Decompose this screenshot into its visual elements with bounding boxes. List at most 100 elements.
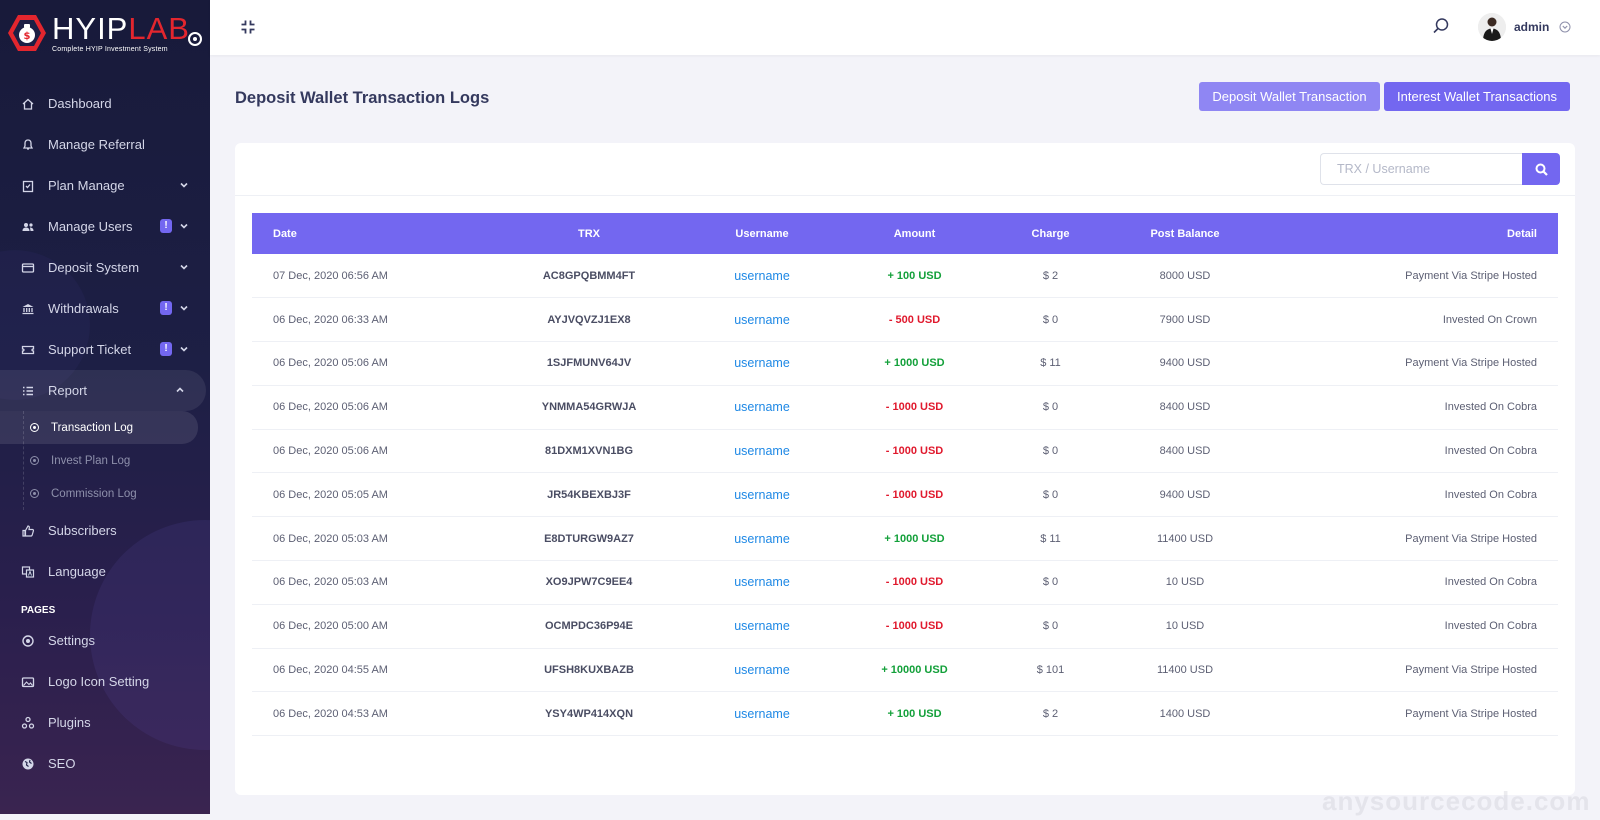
cell-charge: $ 0 xyxy=(1042,576,1059,589)
sidebar-item-logo-icon-setting[interactable]: Logo Icon Setting xyxy=(0,661,210,702)
sidebar-item-dashboard[interactable]: Dashboard xyxy=(0,83,210,124)
table-row: 06 Dec, 2020 06:33 AM AYJVQVZJ1EX8 usernam… xyxy=(252,298,1558,342)
interest-wallet-transactions-button[interactable]: Interest Wallet Transactions xyxy=(1384,82,1570,111)
cell-trx: YSY4WP414XQN xyxy=(544,707,634,720)
list-icon xyxy=(21,384,35,398)
search-icon[interactable] xyxy=(1432,17,1450,35)
transactions-card: Date TRX Username Amount Charge Post Bal… xyxy=(235,143,1575,795)
table-body: 07 Dec, 2020 06:56 AM AC8GPQBMM4FT usernam… xyxy=(252,254,1558,736)
sidebar-item-report[interactable]: Report xyxy=(0,370,206,411)
cell-amount: + 1000 USD xyxy=(884,532,945,545)
cell-post-balance: 11400 USD xyxy=(1156,532,1214,545)
column-header-post-balance: Post Balance xyxy=(1150,227,1220,240)
sidebar-item-label: Withdrawals xyxy=(48,301,119,316)
sidebar-item-manage-users[interactable]: Manage Users ! xyxy=(0,206,210,247)
cell-charge: $ 101 xyxy=(1036,664,1065,677)
cell-username-link[interactable]: username xyxy=(734,663,790,678)
thumbs-up-icon xyxy=(21,524,35,538)
chevron-down-icon xyxy=(180,264,188,270)
sidebar-item-support-ticket[interactable]: Support Ticket ! xyxy=(0,329,210,370)
table-row: 06 Dec, 2020 05:00 AM OCMPDC36P94E usernam… xyxy=(252,604,1558,649)
cell-charge: $ 2 xyxy=(1042,269,1059,282)
table-row: 06 Dec, 2020 05:06 AM YNMMA54GRWJA usernam… xyxy=(252,385,1558,430)
search-submit-button[interactable] xyxy=(1522,153,1560,185)
sidebar-item-label: Logo Icon Setting xyxy=(48,674,150,689)
sidebar-item-label: Subscribers xyxy=(48,523,117,538)
alert-badge: ! xyxy=(160,342,172,356)
cell-date: 06 Dec, 2020 04:55 AM xyxy=(273,664,388,677)
column-header-trx: TRX xyxy=(578,227,600,240)
sidebar-item-plugins[interactable]: Plugins xyxy=(0,702,210,743)
cell-username-link[interactable]: username xyxy=(734,268,790,283)
submenu-item-label: Invest Plan Log xyxy=(51,454,131,467)
table-row: 06 Dec, 2020 05:03 AM XO9JPW7C9EE4 usernam… xyxy=(252,561,1558,605)
chevron-down-circle-icon[interactable] xyxy=(1559,21,1571,33)
cell-detail: Payment Via Stripe Hosted xyxy=(1405,357,1537,370)
sidebar: $ HYIPLAB Complete HYIP Investment Syste… xyxy=(0,0,210,814)
sidebar-item-label: Settings xyxy=(48,633,95,648)
circle-dot-icon xyxy=(30,456,39,465)
cell-date: 06 Dec, 2020 05:06 AM xyxy=(273,357,388,370)
sidebar-item-seo[interactable]: SEO xyxy=(0,743,210,784)
cell-detail: Payment Via Stripe Hosted xyxy=(1405,664,1537,677)
cell-post-balance: 9400 USD xyxy=(1159,488,1211,501)
sidebar-item-deposit-system[interactable]: Deposit System xyxy=(0,247,210,288)
cell-post-balance: 10 USD xyxy=(1165,576,1205,589)
submenu-item-transaction-log[interactable]: Transaction Log xyxy=(0,411,198,444)
cell-amount: + 1000 USD xyxy=(884,357,945,370)
avatar[interactable] xyxy=(1478,13,1506,41)
sidebar-item-label: Support Ticket xyxy=(48,342,132,357)
cell-username-link[interactable]: username xyxy=(734,706,790,721)
sidebar-item-subscribers[interactable]: Subscribers xyxy=(0,510,210,551)
cell-username-link[interactable]: username xyxy=(734,400,790,415)
cell-date: 06 Dec, 2020 05:00 AM xyxy=(273,620,388,633)
sidebar-item-withdrawals[interactable]: Withdrawals ! xyxy=(0,288,210,329)
cell-amount: + 100 USD xyxy=(887,707,942,720)
sidebar-toggle-icon[interactable] xyxy=(188,32,202,46)
cell-date: 06 Dec, 2020 05:06 AM xyxy=(273,445,388,458)
card-header xyxy=(235,143,1575,196)
sidebar-item-plan-manage[interactable]: Plan Manage xyxy=(0,165,210,206)
cell-date: 06 Dec, 2020 05:06 AM xyxy=(273,401,388,414)
sidebar-item-label: SEO xyxy=(48,756,76,771)
sidebar-item-label: Manage Users xyxy=(48,219,133,234)
sidebar-item-language[interactable]: Language xyxy=(0,551,210,592)
brand-logo[interactable]: $ HYIPLAB Complete HYIP Investment Syste… xyxy=(6,12,190,54)
cell-trx: XO9JPW7C9EE4 xyxy=(545,576,633,589)
sidebar-item-label: Manage Referral xyxy=(48,137,145,152)
cell-trx: YNMMA54GRWJA xyxy=(541,401,637,414)
sidebar-item-manage-referral[interactable]: Manage Referral xyxy=(0,124,210,165)
sidebar-item-label: Plugins xyxy=(48,715,91,730)
cell-username-link[interactable]: username xyxy=(734,619,790,634)
table-row: 06 Dec, 2020 05:06 AM 81DXM1XVN1BG usernam… xyxy=(252,429,1558,473)
cell-charge: $ 0 xyxy=(1042,620,1059,633)
cell-charge: $ 0 xyxy=(1042,401,1059,414)
cell-trx: JR54KBEXBJ3F xyxy=(547,488,631,501)
cell-post-balance: 9400 USD xyxy=(1159,357,1211,370)
cell-post-balance: 11400 USD xyxy=(1156,664,1214,677)
cell-username-link[interactable]: username xyxy=(734,575,790,590)
cell-username-link[interactable]: username xyxy=(734,312,790,327)
chevron-down-icon xyxy=(180,182,188,188)
cell-username-link[interactable]: username xyxy=(734,487,790,502)
sidebar-item-settings[interactable]: Settings xyxy=(0,620,210,661)
cell-amount: + 10000 USD xyxy=(881,664,948,677)
cell-username-link[interactable]: username xyxy=(734,356,790,371)
admin-name[interactable]: admin xyxy=(1514,20,1550,34)
bank-icon xyxy=(21,302,35,316)
submenu-item-invest-plan-log[interactable]: Invest Plan Log xyxy=(0,444,210,477)
column-header-charge: Charge xyxy=(1031,227,1070,240)
page-title: Deposit Wallet Transaction Logs xyxy=(235,89,490,107)
referral-icon xyxy=(21,138,35,152)
submenu-item-commission-log[interactable]: Commission Log xyxy=(0,477,210,510)
deposit-wallet-transaction-button[interactable]: Deposit Wallet Transaction xyxy=(1199,82,1380,111)
cell-username-link[interactable]: username xyxy=(734,444,790,459)
search-input[interactable] xyxy=(1320,153,1522,185)
cell-charge: $ 11 xyxy=(1040,357,1061,370)
cell-post-balance: 7900 USD xyxy=(1159,313,1211,326)
column-header-amount: Amount xyxy=(893,227,936,240)
cell-date: 06 Dec, 2020 05:03 AM xyxy=(273,532,388,545)
collapse-icon[interactable] xyxy=(240,19,256,35)
brand-name: HYIPLAB xyxy=(52,11,190,46)
cell-username-link[interactable]: username xyxy=(734,531,790,546)
